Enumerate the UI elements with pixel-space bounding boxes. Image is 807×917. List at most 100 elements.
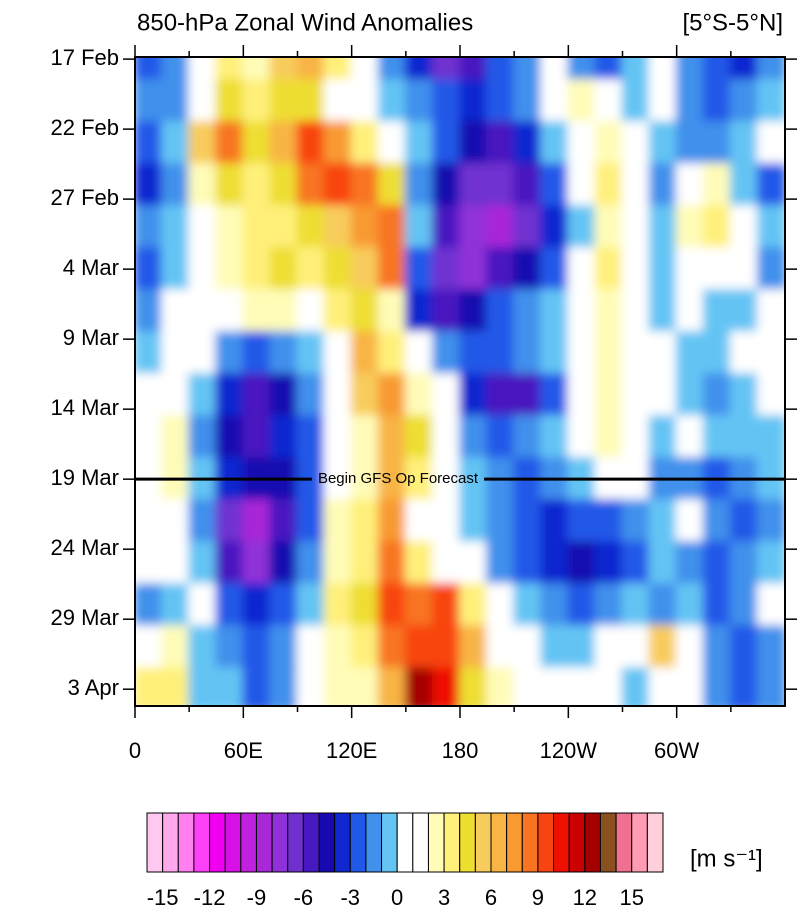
cell — [296, 499, 326, 544]
colorbar-box — [162, 812, 179, 873]
cell — [594, 205, 624, 250]
colorbar-box — [427, 812, 445, 873]
cell — [161, 205, 191, 250]
cell — [756, 541, 785, 586]
cell — [161, 57, 191, 82]
cell — [135, 57, 164, 82]
cell — [540, 121, 570, 166]
cell — [540, 583, 570, 628]
cell — [323, 205, 353, 250]
cell — [296, 625, 326, 670]
x-tick-label: 0 — [129, 738, 141, 763]
cell — [567, 163, 597, 208]
cell — [540, 415, 570, 460]
cell — [459, 289, 489, 334]
colorbar-box — [302, 812, 320, 873]
cell — [215, 121, 245, 166]
cell — [242, 499, 272, 544]
cell — [215, 79, 245, 124]
cell — [459, 499, 489, 544]
cell — [188, 499, 218, 544]
cell — [431, 205, 461, 250]
cell — [486, 499, 516, 544]
cell — [648, 667, 678, 706]
y-tick-label: 14 Mar — [51, 395, 119, 420]
cell — [540, 373, 570, 418]
cell — [242, 79, 272, 124]
cell — [323, 625, 353, 670]
y-tick-label: 3 Apr — [68, 675, 119, 700]
cell — [513, 331, 543, 376]
cell — [296, 667, 326, 706]
colorbar-box — [490, 812, 508, 873]
cell — [215, 247, 245, 292]
cell — [486, 541, 516, 586]
cell — [540, 247, 570, 292]
y-tick-label: 17 Feb — [51, 45, 120, 70]
cell — [486, 79, 516, 124]
cell — [621, 289, 651, 334]
cell — [459, 373, 489, 418]
colorbar-box — [615, 812, 633, 873]
cell — [675, 247, 705, 292]
cell — [431, 331, 461, 376]
cell — [377, 541, 407, 586]
cell — [323, 667, 353, 706]
cell — [404, 79, 434, 124]
cell — [350, 205, 380, 250]
cell — [188, 373, 218, 418]
cell — [756, 373, 785, 418]
cell — [161, 373, 191, 418]
cell — [350, 247, 380, 292]
cell — [431, 121, 461, 166]
cell — [594, 163, 624, 208]
cell — [594, 57, 624, 82]
cell — [323, 499, 353, 544]
colorbar-tick-label: 0 — [391, 885, 403, 910]
cell — [350, 57, 380, 82]
colorbar-box — [521, 812, 539, 873]
cell — [135, 289, 164, 334]
cell — [702, 57, 732, 82]
cell — [377, 79, 407, 124]
cell — [756, 289, 785, 334]
colorbar-box — [177, 812, 195, 873]
cell — [756, 667, 785, 706]
cell — [675, 625, 705, 670]
cell — [621, 57, 651, 82]
cell — [756, 625, 785, 670]
cell — [135, 583, 164, 628]
cell — [161, 79, 191, 124]
cell — [161, 247, 191, 292]
colorbar-box — [193, 812, 211, 873]
colorbar-box — [349, 812, 367, 873]
y-tick-label: 19 Mar — [51, 465, 119, 490]
cell — [594, 541, 624, 586]
y-tick-label: 29 Mar — [51, 605, 119, 630]
cell — [594, 373, 624, 418]
cell — [350, 331, 380, 376]
colorbar-tick-label: 6 — [485, 885, 497, 910]
cell — [540, 205, 570, 250]
cell — [377, 57, 407, 82]
cell — [296, 57, 326, 82]
cell — [135, 415, 164, 460]
cell — [594, 289, 624, 334]
cell — [215, 499, 245, 544]
cell — [296, 121, 326, 166]
cell — [756, 247, 785, 292]
cell — [296, 373, 326, 418]
cell — [513, 247, 543, 292]
cell — [242, 289, 272, 334]
cell — [756, 415, 785, 460]
cell — [188, 583, 218, 628]
cell — [459, 541, 489, 586]
annotation-label: Begin GFS Op Forecast — [318, 470, 479, 487]
cell — [323, 541, 353, 586]
cell — [404, 541, 434, 586]
cell — [377, 121, 407, 166]
cell — [486, 163, 516, 208]
cell — [648, 583, 678, 628]
y-tick-label: 27 Feb — [51, 185, 120, 210]
cell — [756, 331, 785, 376]
